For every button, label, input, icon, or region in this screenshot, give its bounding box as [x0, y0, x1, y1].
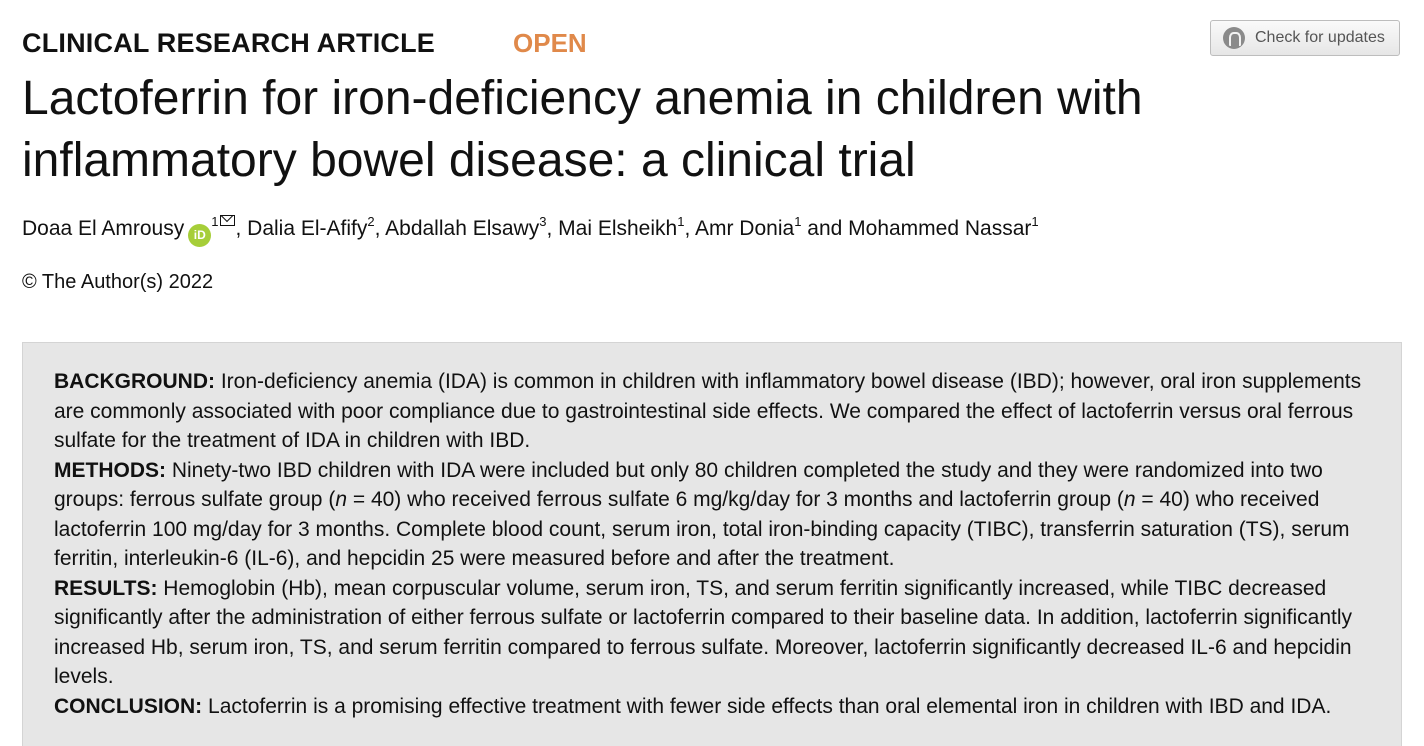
check-for-updates-label: Check for updates — [1255, 29, 1385, 46]
orcid-icon[interactable]: iD — [188, 224, 212, 247]
author-name[interactable]: Mai Elsheikh — [558, 217, 678, 240]
author-name[interactable]: Mohammed Nassar — [848, 217, 1032, 240]
section-label: CONCLUSION: — [54, 694, 203, 718]
n-symbol: n — [335, 488, 348, 511]
check-for-updates-button[interactable]: Check for updates — [1210, 20, 1400, 56]
affiliation-number[interactable]: 1 — [1031, 214, 1039, 229]
check-updates-icon — [1223, 27, 1245, 49]
n-symbol: n — [1123, 488, 1136, 511]
author-name[interactable]: Dalia El-Afify — [247, 217, 368, 240]
abstract-box: BACKGROUND: Iron-deficiency anemia (IDA)… — [22, 342, 1402, 746]
abstract-results: RESULTS: Hemoglobin (Hb), mean corpuscul… — [54, 574, 1373, 692]
open-access-label: OPEN — [513, 28, 587, 58]
abstract-conclusion: CONCLUSION: Lactoferrin is a promising e… — [54, 692, 1373, 722]
section-text: Hemoglobin (Hb), mean corpuscular volume… — [54, 576, 1353, 689]
affiliation-number[interactable]: 1 — [211, 214, 219, 229]
section-text: = 40) who received ferrous sulfate 6 mg/… — [347, 488, 1124, 511]
section-text: Ninety-two IBD children with IDA were in… — [54, 458, 1323, 512]
copyright-notice: © The Author(s) 2022 — [22, 271, 214, 293]
article-title: Lactoferrin for iron-deficiency anemia i… — [22, 72, 1143, 187]
affiliation-number[interactable]: 2 — [367, 214, 375, 229]
article-header: CLINICAL RESEARCH ARTICLE OPEN — [22, 28, 587, 68]
article-type-label: CLINICAL RESEARCH ARTICLE — [22, 28, 436, 58]
author-name[interactable]: Abdallah Elsawy — [385, 217, 540, 240]
affiliation-number[interactable]: 3 — [539, 214, 547, 229]
affiliation-number[interactable]: 1 — [677, 214, 685, 229]
section-text: Lactoferrin is a promising effective tre… — [208, 694, 1332, 718]
author-name[interactable]: Amr Donia — [694, 217, 795, 240]
email-icon[interactable] — [220, 215, 236, 226]
author-list: Doaa El Amrousy iD1, Dalia El-Afify2, Abd… — [22, 214, 1039, 247]
section-label: BACKGROUND: — [54, 370, 215, 393]
section-label: METHODS: — [54, 458, 166, 482]
section-text: = 40) who received lactoferrin 100 mg/da… — [54, 488, 1350, 570]
section-label: RESULTS: — [54, 576, 158, 600]
abstract-methods: METHODS: Ninety-two IBD children with ID… — [54, 456, 1373, 574]
abstract-background: BACKGROUND: Iron-deficiency anemia (IDA)… — [54, 367, 1373, 456]
affiliation-number[interactable]: 1 — [794, 214, 802, 229]
author-name[interactable]: Doaa El Amrousy — [22, 217, 185, 240]
section-text: Iron-deficiency anemia (IDA) is common i… — [54, 370, 1362, 452]
